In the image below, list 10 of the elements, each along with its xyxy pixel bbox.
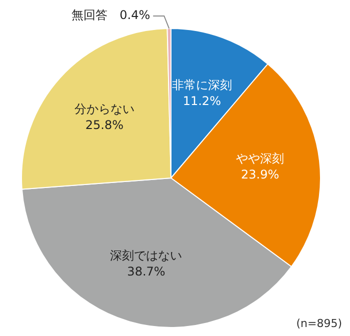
- slice-label: 分からない: [74, 102, 134, 116]
- data-label: 38.7%: [127, 264, 166, 278]
- slice-label: 非常に深刻: [172, 78, 232, 92]
- slice-label: 無回答 0.4%: [72, 8, 150, 22]
- text: (n=895): [296, 317, 342, 330]
- data-label: 25.8%: [85, 118, 124, 132]
- slice-label: やや深刻: [236, 152, 284, 166]
- data-label: 11.2%: [182, 94, 221, 108]
- slice-label: 深刻ではない: [110, 248, 182, 262]
- data-label: 23.9%: [241, 168, 280, 182]
